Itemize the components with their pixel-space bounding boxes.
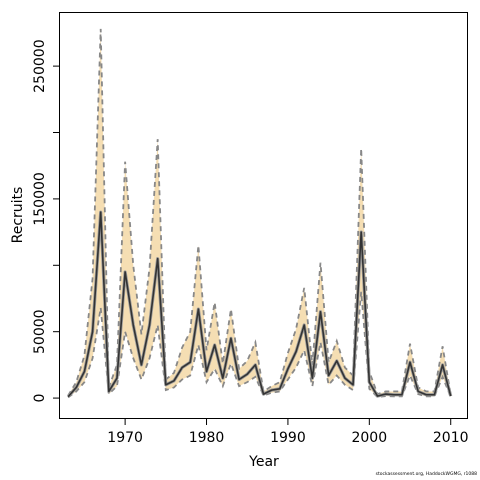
y-tick-label-0: 0 xyxy=(32,394,48,403)
x-axis-label: Year xyxy=(248,454,279,470)
x-tick-label-2010: 2010 xyxy=(433,430,469,446)
y-tick-label-250000: 250000 xyxy=(32,39,48,92)
x-tick-label-1980: 1980 xyxy=(189,430,225,446)
y-tick-label-50000: 50000 xyxy=(32,309,48,354)
y-tick-label-150000: 150000 xyxy=(32,172,48,225)
x-tick-label-2000: 2000 xyxy=(351,430,387,446)
x-tick-label-1990: 1990 xyxy=(270,430,306,446)
credit-text: stockassessment.org, HaddockWGMG, r1088 xyxy=(375,472,477,477)
y-axis-label: Recruits xyxy=(10,187,26,244)
x-tick-label-1970: 1970 xyxy=(107,430,143,446)
upper-bound-line xyxy=(67,28,452,396)
plot-frame xyxy=(59,12,468,419)
estimate-line xyxy=(67,211,452,398)
